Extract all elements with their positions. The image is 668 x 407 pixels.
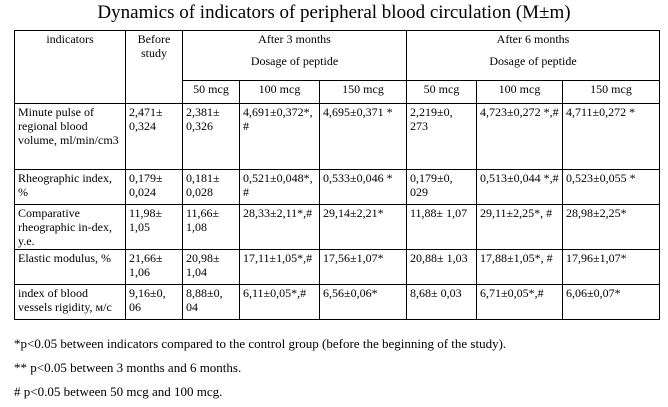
table-cell: 4,711±0,272 * <box>562 103 660 170</box>
table-cell: 8,88±0, 04 <box>182 284 240 320</box>
table-cell: 2,381± 0,326 <box>182 103 240 170</box>
row-label: Comparative rheographic in-dex, y.e. <box>14 204 126 250</box>
table-cell: 20,88± 1,03 <box>406 249 477 285</box>
table-cell: 17,56±1,07* <box>319 249 407 285</box>
row-label: Rheographic index, % <box>14 169 126 205</box>
after-6-months-label: After 6 months <box>496 32 570 46</box>
row-label: index of blood vessels rigidity, м/с <box>14 284 126 320</box>
dose-100-6m: 100 mcg <box>476 80 563 104</box>
table-cell: 6,71±0,05*,# <box>476 284 563 320</box>
table-cell: 0,513±0,044 *,# <box>476 169 563 205</box>
table-cell: 17,11±1,05*,# <box>239 249 320 285</box>
table-cell: 8,68± 0,03 <box>406 284 477 320</box>
table-cell: 17,96±1,07* <box>562 249 660 285</box>
table-cell: 0,179± 0,024 <box>125 169 183 205</box>
table-cell: 11,98± 1,05 <box>125 204 183 250</box>
table-cell: 11,66± 1,08 <box>182 204 240 250</box>
table-cell: 11,88± 1,07 <box>406 204 477 250</box>
table-cell: 28,33±2,11*,# <box>239 204 320 250</box>
table-cell: 0,521±0,048*, # <box>239 169 320 205</box>
table-row: Minute pulse of regional blood volume, m… <box>14 103 660 170</box>
row-label: Minute pulse of regional blood volume, m… <box>14 103 126 170</box>
dose-100-3m: 100 mcg <box>239 80 320 104</box>
table-cell: 4,691±0,372*, # <box>239 103 320 170</box>
footnote-months: ** p<0.05 between 3 months and 6 months. <box>14 360 242 375</box>
table-cell: 29,11±2,25*, # <box>476 204 563 250</box>
table-cell: 6,11±0,05*,# <box>239 284 320 320</box>
table-row: Elastic modulus, % 21,66± 1,06 20,98± 1,… <box>14 249 660 285</box>
header-before-study: Before study <box>125 30 183 104</box>
dose-150-6m: 150 mcg <box>562 80 660 104</box>
header-row: indicators Before study After 3 months D… <box>14 30 660 104</box>
dose-row: 50 mcg 100 mcg 150 mcg 50 mcg 100 mcg 15… <box>15 80 660 104</box>
table-row: Comparative rheographic in-dex, y.e. 11,… <box>14 204 660 250</box>
table-row: Rheographic index, % 0,179± 0,024 0,181±… <box>14 169 660 205</box>
after-3-months-label: After 3 months <box>258 32 331 46</box>
footnote-dosage: # p<0.05 between 50 mcg and 100 mcg. <box>14 384 223 399</box>
indicators-table: indicators Before study After 3 months D… <box>14 30 660 320</box>
table-cell: 0,181± 0,028 <box>182 169 240 205</box>
header-after-6-months: After 6 months Dosage of peptide <box>406 30 660 81</box>
footnotes: *p<0.05 between indicators compared to t… <box>14 332 664 404</box>
table-cell: 2,219±0, 273 <box>406 103 477 170</box>
table-row: index of blood vessels rigidity, м/с 9,1… <box>14 284 660 320</box>
table-cell: 4,695±0,371 * <box>319 103 407 170</box>
table-cell: 6,06±0,07* <box>562 284 660 320</box>
table-cell: 21,66± 1,06 <box>125 249 183 285</box>
table-cell: 0,179±0, 029 <box>406 169 477 205</box>
dose-50-3m: 50 mcg <box>182 80 240 104</box>
header-indicators: indicators <box>14 30 126 104</box>
footnote-control-group: *p<0.05 between indicators compared to t… <box>14 336 507 351</box>
table-cell: 0,533±0,046 * <box>319 169 407 205</box>
table-cell: 6,56±0,06* <box>319 284 407 320</box>
table-title: Dynamics of indicators of peripheral blo… <box>97 2 571 23</box>
table-cell: 29,14±2,21* <box>319 204 407 250</box>
table-cell: 20,98± 1,04 <box>182 249 240 285</box>
dosage-label-3m: Dosage of peptide <box>250 54 339 68</box>
dosage-label-6m: Dosage of peptide <box>489 54 577 68</box>
table-cell: 9,16±0, 06 <box>125 284 183 320</box>
table-cell: 17,88±1,05*, # <box>476 249 563 285</box>
header-after-3-months: After 3 months Dosage of peptide <box>182 30 407 81</box>
table-cell: 2,471± 0,324 <box>125 103 183 170</box>
row-label: Elastic modulus, % <box>14 249 126 285</box>
dose-150-3m: 150 mcg <box>319 80 407 104</box>
dose-50-6m: 50 mcg <box>406 80 477 104</box>
table-cell: 0,523±0,055 * <box>562 169 660 205</box>
table-cell: 4,723±0,272 *,# <box>476 103 563 170</box>
table-cell: 28,98±2,25* <box>562 204 660 250</box>
